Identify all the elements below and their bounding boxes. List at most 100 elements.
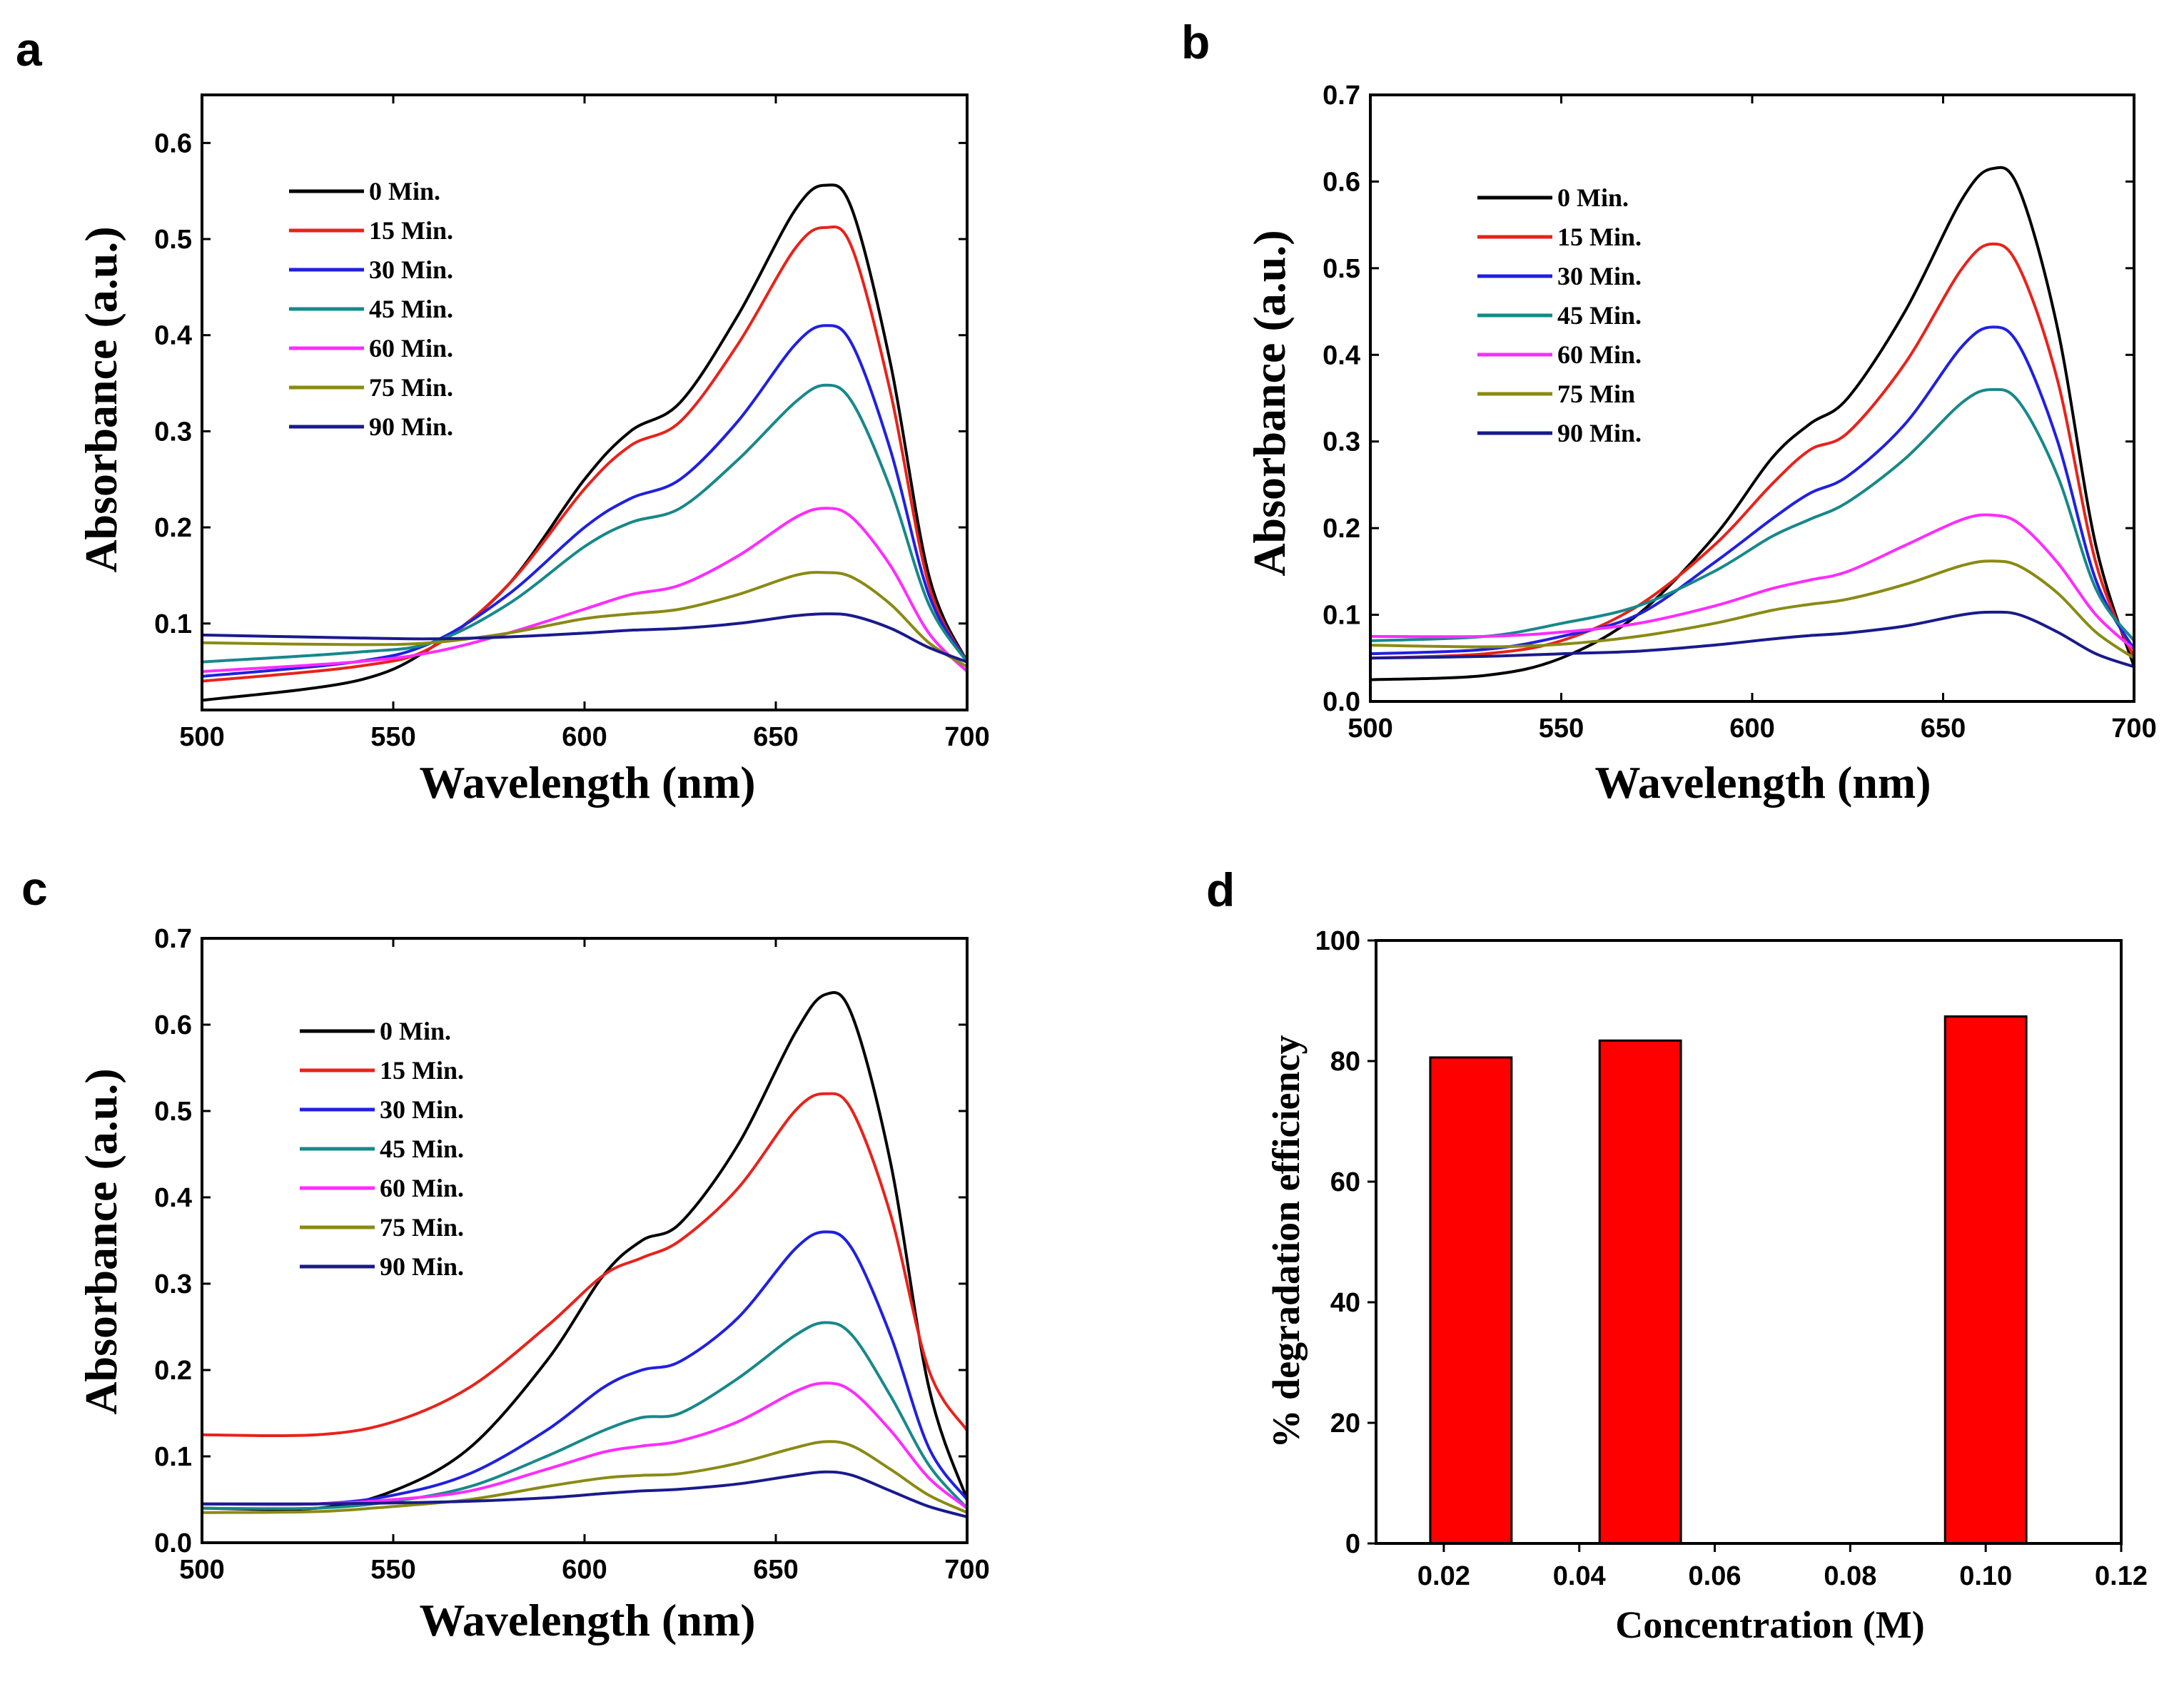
panel-letter-b: b <box>1181 16 1210 69</box>
legend-label-5: 75 Min <box>1557 380 1635 408</box>
y-tick-label-7: 0.7 <box>1323 81 1360 111</box>
x-axis-title: Wavelength (nm) <box>419 757 755 808</box>
y-tick-label-0: 0.1 <box>154 609 192 639</box>
panel-a: a 0 Min. 15 Min. 30 Min. 45 Min. 60 Min. 75 M… <box>16 23 990 808</box>
y-tick-label-6: 0.6 <box>1323 167 1360 197</box>
legend-label-6: 90 Min. <box>380 1252 464 1281</box>
series-line-3 <box>201 383 969 664</box>
x-tick-label-4: 700 <box>944 1555 989 1585</box>
x-tick-label-4: 0.10 <box>1959 1561 2012 1591</box>
series-line-3 <box>1369 387 2135 642</box>
y-tick-label-5: 0.5 <box>154 1097 192 1127</box>
series-line-3 <box>201 1321 969 1511</box>
x-tick-label-1: 550 <box>370 1555 415 1585</box>
panel-c: c 0 Min. 15 Min. 30 Min. 45 Min. 60 Min. 75 M… <box>21 862 990 1645</box>
x-tick-label-1: 550 <box>1539 714 1584 744</box>
x-tick-label-1: 0.04 <box>1553 1561 1606 1591</box>
series-line-0 <box>1369 166 2135 681</box>
legend-label-4: 60 Min. <box>369 334 453 362</box>
legend-label-6: 90 Min. <box>369 412 453 441</box>
legend-label-2: 30 Min. <box>1557 262 1642 290</box>
x-tick-label-2: 600 <box>562 722 607 752</box>
y-axis-title: Absorbance (a.u.) <box>1244 230 1295 576</box>
series-line-2 <box>1369 325 2135 656</box>
plot-frame <box>201 937 969 1544</box>
series-line-6 <box>1369 610 2135 669</box>
legend-label-2: 30 Min. <box>369 255 453 284</box>
legend-label-3: 45 Min. <box>380 1135 464 1163</box>
y-tick-label-3: 0.4 <box>154 321 192 351</box>
x-axis-title: Concentration (M) <box>1615 1603 1924 1646</box>
x-axis-title: Wavelength (nm) <box>1594 757 1931 808</box>
y-axis-title: Absorbance (a.u.) <box>76 226 126 572</box>
legend: 0 Min. 15 Min. 30 Min. 45 Min. 60 Min. 75 Min… <box>289 177 453 441</box>
y-tick-label-2: 40 <box>1330 1288 1360 1318</box>
x-tick-label-0: 500 <box>1348 714 1392 744</box>
y-tick-label-4: 0.4 <box>1323 340 1360 370</box>
series-line-6 <box>201 612 969 664</box>
x-tick-label-3: 650 <box>753 1555 798 1585</box>
plot-frame <box>201 93 969 711</box>
series-line-2 <box>201 1230 969 1506</box>
y-tick-label-7: 0.7 <box>154 924 192 954</box>
y-tick-label-6: 0.6 <box>154 1010 192 1040</box>
y-tick-label-1: 0.1 <box>154 1442 192 1472</box>
series-line-4 <box>201 1381 969 1510</box>
legend: 0 Min. 15 Min. 30 Min. 45 Min. 60 Min. 75 Min… <box>1477 183 1642 447</box>
panel-b: b 0 Min. 15 Min. 30 Min. 45 Min. 60 Min. 75 M… <box>1181 16 2157 808</box>
x-tick-label-2: 0.06 <box>1689 1561 1741 1591</box>
legend: 0 Min. 15 Min. 30 Min. 45 Min. 60 Min. 75 Min… <box>300 1017 464 1281</box>
x-tick-label-0: 500 <box>179 1555 224 1585</box>
x-tick-label-2: 600 <box>1729 714 1774 744</box>
series-line-5 <box>201 571 969 669</box>
series-line-4 <box>201 507 969 674</box>
legend-label-3: 45 Min. <box>369 295 453 323</box>
bar-1 <box>1598 1039 1682 1545</box>
y-tick-label-4: 80 <box>1330 1047 1360 1077</box>
x-tick-label-3: 0.08 <box>1824 1561 1876 1591</box>
bar-0 <box>1429 1056 1513 1545</box>
panel-letter-c: c <box>21 862 48 915</box>
series-line-2 <box>201 324 969 678</box>
x-tick-label-4: 700 <box>944 722 989 752</box>
legend-label-0: 0 Min. <box>380 1017 451 1045</box>
y-tick-label-5: 0.5 <box>1323 254 1360 284</box>
y-tick-label-0: 0 <box>1345 1529 1360 1559</box>
legend-label-6: 90 Min. <box>1557 419 1642 447</box>
panel-letter-d: d <box>1206 863 1235 916</box>
series-line-6 <box>201 1470 969 1518</box>
legend-label-5: 75 Min. <box>380 1213 464 1242</box>
y-tick-label-1: 0.1 <box>1323 601 1360 631</box>
y-tick-label-2: 0.2 <box>154 1356 192 1386</box>
y-tick-label-5: 0.6 <box>154 128 192 158</box>
legend-label-1: 15 Min. <box>1557 223 1642 251</box>
y-tick-label-2: 0.3 <box>154 417 192 447</box>
x-tick-label-5: 0.12 <box>2095 1561 2148 1591</box>
y-tick-label-1: 20 <box>1330 1409 1360 1439</box>
x-tick-label-3: 650 <box>753 722 798 752</box>
y-tick-label-3: 60 <box>1330 1167 1360 1197</box>
y-tick-label-4: 0.5 <box>154 225 192 255</box>
x-tick-label-2: 600 <box>562 1555 607 1585</box>
series-line-0 <box>201 183 969 702</box>
y-tick-label-3: 0.3 <box>154 1269 192 1299</box>
y-tick-label-0: 0.0 <box>1323 687 1360 717</box>
y-tick-label-4: 0.4 <box>154 1183 192 1213</box>
y-tick-label-2: 0.2 <box>1323 514 1360 544</box>
x-tick-label-1: 550 <box>370 722 415 752</box>
x-axis-title: Wavelength (nm) <box>419 1595 755 1645</box>
series-line-1 <box>201 225 969 683</box>
x-tick-label-4: 700 <box>2111 714 2156 744</box>
series-line-1 <box>1369 242 2135 660</box>
bar-2 <box>1943 1015 2028 1545</box>
legend-label-1: 15 Min. <box>380 1056 464 1085</box>
series-line-5 <box>201 1440 969 1514</box>
legend-label-3: 45 Min. <box>1557 301 1642 330</box>
y-tick-label-5: 100 <box>1315 926 1360 956</box>
legend-label-2: 30 Min. <box>380 1095 464 1124</box>
legend-label-1: 15 Min. <box>369 216 453 245</box>
series-line-0 <box>201 990 969 1511</box>
x-tick-label-0: 0.02 <box>1417 1561 1470 1591</box>
y-axis-title: Absorbance (a.u.) <box>76 1068 126 1414</box>
series-line-4 <box>1369 513 2135 651</box>
